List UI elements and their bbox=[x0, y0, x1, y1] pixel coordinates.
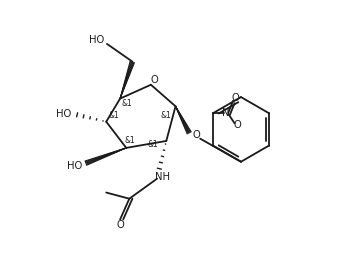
Text: &1: &1 bbox=[161, 111, 172, 120]
Text: N: N bbox=[222, 108, 230, 118]
Text: NH: NH bbox=[155, 172, 170, 182]
Text: O: O bbox=[232, 93, 239, 103]
Text: &1: &1 bbox=[122, 99, 132, 108]
Text: O: O bbox=[151, 75, 159, 85]
Text: HO: HO bbox=[89, 35, 104, 45]
Text: HO: HO bbox=[55, 109, 71, 119]
Text: O: O bbox=[117, 220, 125, 230]
Text: &1: &1 bbox=[147, 140, 158, 149]
Text: &1: &1 bbox=[108, 111, 119, 120]
Text: HO: HO bbox=[67, 161, 82, 171]
Text: O: O bbox=[192, 130, 200, 140]
Text: &1: &1 bbox=[125, 136, 136, 145]
Text: O: O bbox=[234, 120, 241, 130]
